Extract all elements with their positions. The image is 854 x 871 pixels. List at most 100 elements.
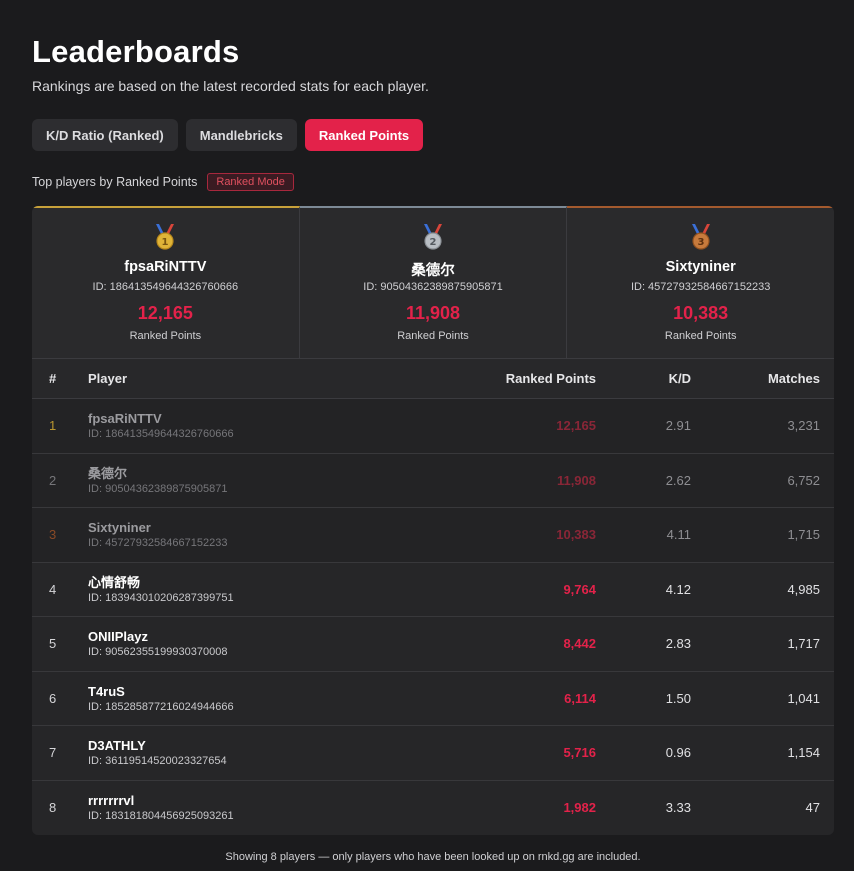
- gold-medal-icon: 1: [156, 224, 175, 250]
- row-kd: 2.83: [665, 636, 691, 652]
- podium: 1 fpsaRiNTTV ID: 186413549644326760666 1…: [32, 206, 834, 358]
- podium-points-label: Ranked Points: [397, 330, 469, 342]
- row-kd: 2.62: [665, 472, 691, 488]
- row-points: 12,165: [556, 418, 596, 434]
- row-kd: 1.50: [665, 690, 691, 706]
- podium-name: 桑德尔: [411, 263, 455, 279]
- row-kd: 4.12: [665, 581, 691, 597]
- row-points: 5,716: [563, 745, 596, 761]
- svg-text:1: 1: [162, 237, 169, 248]
- podium-card-first[interactable]: 1 fpsaRiNTTV ID: 186413549644326760666 1…: [32, 206, 300, 358]
- table-row[interactable]: 4 心情舒畅 ID: 183943010206287399751 9,764 4…: [32, 563, 834, 617]
- row-kd: 4.11: [666, 527, 691, 543]
- row-matches: 1,717: [787, 636, 820, 652]
- tab-kd-ratio[interactable]: K/D Ratio (Ranked): [32, 119, 178, 151]
- player-name[interactable]: rrrrrrrvl: [88, 793, 135, 809]
- row-matches: 47: [805, 800, 820, 816]
- player-name[interactable]: fpsaRiNTTV: [88, 411, 162, 427]
- page-title: Leaderboards: [32, 34, 240, 69]
- row-kd: 0.96: [665, 745, 691, 761]
- table-row[interactable]: 2 桑德尔 ID: 90504362389875905871 11,908 2.…: [32, 453, 834, 508]
- header-matches[interactable]: Matches: [767, 371, 820, 386]
- tab-bar: K/D Ratio (Ranked) Mandlebricks Ranked P…: [32, 119, 424, 151]
- footer-note: Showing 8 players — only players who hav…: [225, 851, 641, 863]
- row-matches: 1,041: [787, 690, 820, 706]
- row-kd: 3.33: [665, 800, 691, 816]
- row-points: 8,442: [563, 636, 596, 652]
- table-row[interactable]: 5 ONIIPlayz ID: 90562355199930370008 8,4…: [32, 617, 834, 672]
- podium-name: fpsaRiNTTV: [124, 259, 207, 275]
- row-rank: 4: [49, 581, 57, 597]
- player-id: ID: 186413549644326760666: [88, 428, 234, 441]
- player-name[interactable]: T4ruS: [88, 683, 125, 699]
- section-caption: Top players by Ranked Points: [32, 175, 198, 189]
- page-subtitle: Rankings are based on the latest recorde…: [32, 78, 429, 94]
- row-rank: 6: [49, 690, 57, 706]
- row-rank: 7: [49, 745, 57, 761]
- player-id: ID: 183943010206287399751: [88, 591, 234, 604]
- player-name[interactable]: ONIIPlayz: [88, 629, 148, 645]
- row-matches: 6,752: [787, 472, 820, 488]
- row-points: 9,764: [563, 581, 596, 597]
- row-points: 6,114: [564, 690, 596, 706]
- podium-id: ID: 457279325846671522​33: [630, 281, 771, 293]
- player-id: ID: 36119514520023327654: [88, 755, 227, 768]
- table-row[interactable]: 1 fpsaRiNTTV ID: 186413549644326760666 1…: [32, 399, 834, 454]
- row-matches: 4,985: [787, 581, 820, 597]
- row-points: 11,908: [556, 472, 596, 488]
- podium-id: ID: 186413549644326760666: [92, 281, 239, 293]
- row-kd: 2.91: [665, 418, 691, 434]
- mode-badge: Ranked Mode: [207, 173, 294, 191]
- caption-row: Top players by Ranked Points Ranked Mode: [32, 173, 294, 191]
- row-matches: 3,231: [787, 418, 820, 434]
- podium-id: ID: 905043623898759058​71: [363, 281, 503, 293]
- row-player: fpsaRiNTTV ID: 186413549644326760666: [88, 410, 446, 441]
- podium-card-second[interactable]: 2 桑德尔 ID: 905043623898759058​71 11,908 R…: [299, 206, 568, 358]
- podium-points: 12,165: [137, 303, 193, 323]
- player-name[interactable]: 桑德尔: [88, 465, 128, 481]
- player-id: ID: 45727932584667152233: [88, 537, 228, 550]
- svg-text:3: 3: [697, 237, 704, 248]
- row-rank: 8: [49, 800, 57, 816]
- podium-points: 11,908: [405, 303, 461, 323]
- row-matches: 1,715: [787, 527, 820, 543]
- table-header: # Player Ranked Points K/D Matches: [32, 358, 834, 399]
- tab-mandlebricks[interactable]: Mandlebricks: [185, 119, 297, 151]
- header-ranked-points[interactable]: Ranked Points: [505, 371, 596, 386]
- row-rank: 2: [49, 472, 57, 488]
- podium-card-third[interactable]: 3 Sixtyniner ID: 457279325846671522​33 1…: [567, 206, 834, 358]
- player-name[interactable]: D3ATHLY: [88, 738, 146, 754]
- table-row[interactable]: 7 D3ATHLY ID: 36119514520023327654 5,716…: [32, 726, 834, 781]
- svg-text:2: 2: [430, 237, 437, 248]
- row-player: Sixtyniner ID: 45727932584667152233: [88, 519, 446, 550]
- silver-medal-icon: 2: [424, 224, 442, 250]
- table-row[interactable]: 8 rrrrrrrvl ID: 183181804456925093261 1,…: [32, 781, 834, 836]
- row-player: D3ATHLY ID: 36119514520023327654: [88, 737, 446, 768]
- podium-name: Sixtyniner: [665, 259, 736, 275]
- row-player: rrrrrrrvl ID: 183181804456925093261: [88, 792, 446, 823]
- header-kd[interactable]: K/D: [668, 371, 691, 386]
- row-rank: 3: [49, 527, 57, 543]
- tab-ranked-points[interactable]: Ranked Points: [304, 119, 424, 151]
- row-player: 心情舒畅 ID: 183943010206287399751: [88, 574, 446, 605]
- header-player: Player: [88, 371, 128, 386]
- row-rank: 1: [49, 418, 57, 434]
- row-points: 1,982: [563, 800, 596, 816]
- player-id: ID: 90504362389875905871: [88, 482, 228, 495]
- row-rank: 5: [49, 636, 57, 652]
- podium-points: 10,383: [673, 303, 729, 323]
- player-id: ID: 90562355199930370008: [88, 646, 228, 659]
- row-matches: 1,154: [787, 745, 820, 761]
- podium-points-label: Ranked Points: [664, 330, 737, 342]
- table-row[interactable]: 6 T4ruS ID: 185285877216024944666 6,114 …: [32, 672, 834, 726]
- table-row[interactable]: 3 Sixtyniner ID: 45727932584667152233 10…: [32, 508, 834, 563]
- row-player: ONIIPlayz ID: 90562355199930370008: [88, 628, 446, 659]
- podium-points-label: Ranked Points: [129, 330, 202, 342]
- row-player: T4ruS ID: 185285877216024944666: [88, 683, 446, 714]
- player-name[interactable]: Sixtyniner: [88, 520, 151, 536]
- player-id: ID: 183181804456925093261: [88, 810, 234, 823]
- leaderboard-table: # Player Ranked Points K/D Matches 1 fps…: [32, 358, 834, 835]
- header-rank: #: [49, 371, 57, 386]
- row-points: 10,383: [556, 527, 596, 543]
- player-name[interactable]: 心情舒畅: [88, 574, 141, 590]
